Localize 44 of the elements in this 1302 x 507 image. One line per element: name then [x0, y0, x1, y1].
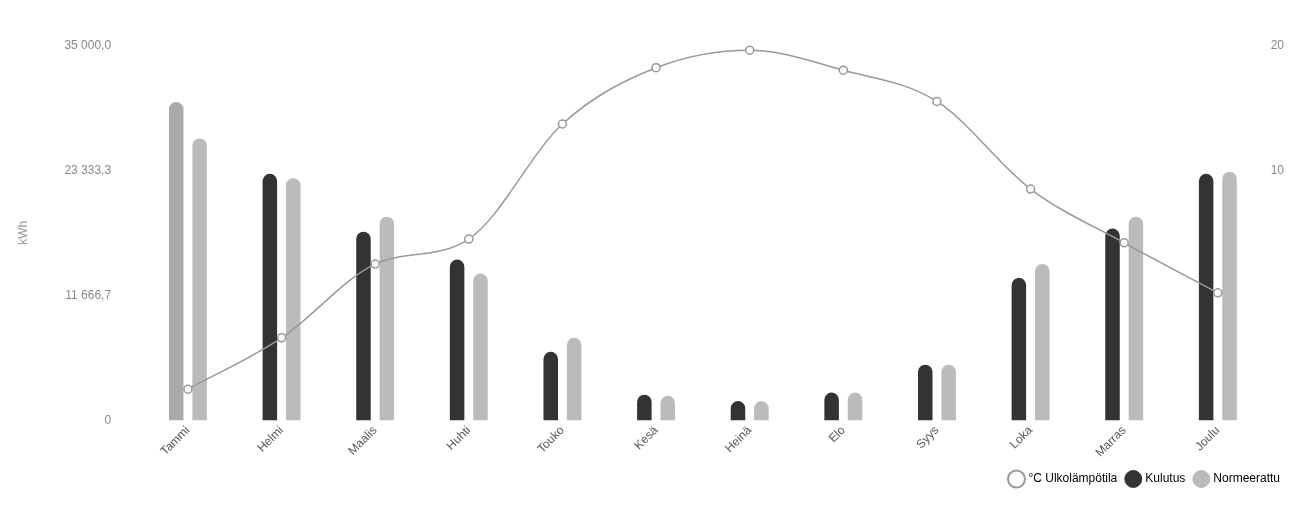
point: [276, 333, 287, 343]
bar: [449, 259, 465, 421]
point: [651, 62, 661, 73]
bar: [379, 216, 395, 421]
point: [1213, 288, 1223, 298]
bar: [1222, 171, 1237, 421]
point: [744, 45, 755, 55]
bar: [941, 364, 956, 421]
bar: [1198, 173, 1214, 421]
y-tick-label: 0: [104, 412, 112, 427]
bar: [473, 273, 488, 421]
point: [1025, 184, 1036, 194]
y-tick-label: 23 333,3: [64, 162, 112, 177]
point: [838, 65, 849, 75]
legend-label: °C Ulkolämpötila: [1028, 471, 1118, 486]
bar: [168, 102, 184, 421]
bar: [1128, 216, 1144, 421]
point: [183, 384, 193, 394]
x-tick-label: Elo: [825, 422, 849, 446]
bar: [286, 178, 301, 421]
point: [557, 119, 568, 129]
legend-label: Normeerattu: [1213, 471, 1281, 486]
bar: [917, 364, 933, 421]
point: [932, 96, 942, 107]
bar: [543, 351, 558, 421]
bar: [566, 337, 582, 421]
bar: [1011, 277, 1027, 421]
bar: [262, 173, 278, 421]
bar: [192, 138, 207, 421]
y-axis-title: kWh: [15, 220, 30, 245]
bar: [824, 392, 839, 421]
bar: [847, 392, 863, 421]
bar: [1105, 228, 1120, 421]
legend-label: Kulutus: [1145, 471, 1186, 486]
point: [464, 234, 474, 244]
bar: [637, 394, 652, 421]
point: [370, 259, 380, 269]
bar: [356, 231, 371, 421]
y2-tick-label: 20: [1270, 37, 1285, 52]
bar: [1035, 263, 1050, 421]
y-tick-label: 11 666,7: [65, 287, 112, 302]
y2-tick-label: 10: [1270, 162, 1285, 177]
point: [1119, 238, 1129, 248]
y-tick-label: 35 000,0: [64, 37, 112, 52]
